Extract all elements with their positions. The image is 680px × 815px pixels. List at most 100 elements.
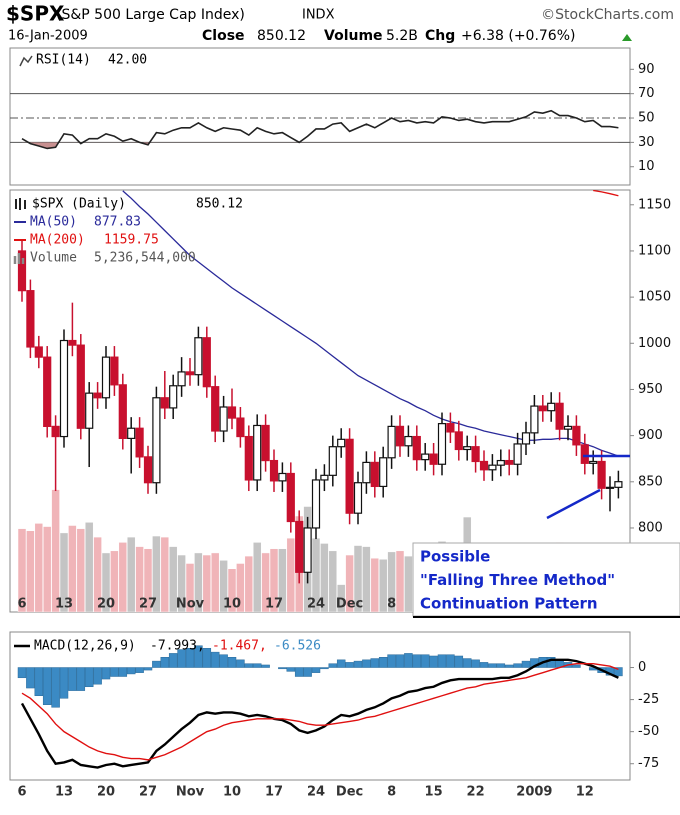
volume-bar: [17, 528, 27, 612]
candle-body: [345, 438, 354, 514]
candle-body: [421, 453, 430, 461]
candle-body: [471, 446, 480, 463]
y-tick-label: 90: [638, 62, 655, 77]
volume-bar: [404, 555, 413, 612]
x-tick-label: 6: [17, 785, 26, 800]
candle-body: [488, 464, 497, 471]
candle-body: [295, 520, 304, 573]
candle-body: [17, 250, 27, 292]
histogram-bar: [336, 659, 346, 668]
histogram-bar: [320, 667, 329, 670]
candle-body: [320, 474, 329, 481]
candle-body: [143, 456, 153, 484]
histogram-bar: [471, 659, 480, 668]
x-tick-label: 2009: [516, 785, 552, 800]
histogram-bar: [143, 667, 153, 671]
histogram-bar: [252, 663, 262, 668]
histogram-bar: [303, 667, 312, 677]
volume-bar: [395, 550, 405, 612]
x-tick-label: 8: [387, 785, 396, 800]
volume-bar: [84, 522, 94, 612]
candle-body: [572, 425, 581, 446]
x-tick-label: 6: [17, 597, 26, 612]
y-tick-label: -25: [638, 692, 659, 707]
candle-body: [152, 397, 161, 484]
histogram-bar: [429, 655, 438, 668]
candle-body: [135, 427, 144, 458]
volume-bar: [328, 550, 338, 612]
histogram-bar: [185, 648, 195, 668]
legend-value: 1159.75: [104, 233, 159, 248]
candle-body: [227, 406, 237, 419]
legend-icon: [13, 253, 25, 264]
candle-body: [219, 406, 228, 432]
histogram-bar: [437, 654, 447, 668]
index-name: (S&P 500 Large Cap Index): [56, 7, 245, 23]
chg-label: Chg: [425, 28, 455, 44]
legend: MACD(12,26,9): [34, 639, 136, 654]
legend-value: -1.467,: [212, 639, 267, 654]
x-tick-label: Nov: [176, 597, 205, 612]
volume-bar: [194, 552, 203, 612]
histogram-bar: [236, 659, 245, 668]
y-tick-label: 900: [638, 428, 663, 443]
volume-bar: [26, 530, 35, 612]
histogram-bar: [278, 667, 287, 670]
candle-body: [479, 460, 489, 471]
histogram-bar: [51, 667, 60, 708]
volume-bar: [387, 551, 396, 612]
candle-body: [370, 461, 379, 488]
candle-body: [34, 346, 43, 358]
legend-title: $SPX (Daily): [32, 197, 126, 212]
x-tick-label: 27: [139, 785, 157, 800]
histogram-bar: [110, 667, 119, 677]
y-tick-label: 1100: [638, 243, 671, 258]
candle-body: [437, 423, 447, 465]
volume-bar: [252, 542, 262, 612]
histogram-bar: [286, 667, 296, 672]
histogram-bar: [261, 664, 270, 668]
symbol: $SPX: [6, 2, 65, 26]
line: [20, 658, 619, 769]
volume-bar: [278, 548, 287, 612]
candle-body: [328, 446, 337, 476]
candle-body: [236, 417, 245, 438]
volume-bar: [286, 537, 296, 612]
annotation-text: Continuation Pattern: [420, 595, 598, 613]
rsi-group: [21, 109, 619, 150]
histogram-bar: [68, 667, 77, 691]
candle-body: [68, 339, 77, 346]
volume-label: Volume: [324, 28, 383, 44]
legend: RSI(14): [36, 53, 91, 68]
volume-bar: [370, 557, 380, 612]
histogram-bar: [244, 663, 254, 668]
histogram-bar: [194, 645, 203, 668]
candle-body: [446, 423, 455, 433]
trend-line: [546, 488, 601, 520]
line: [21, 109, 619, 150]
histogram-bar: [152, 660, 161, 668]
candle-body: [589, 460, 598, 464]
candle-body: [337, 438, 346, 448]
histogram-bar: [210, 651, 220, 668]
volume-bar: [269, 548, 279, 612]
candle-body: [387, 425, 396, 459]
candle-body: [194, 337, 203, 376]
candle-body: [110, 356, 119, 386]
histogram-bar: [488, 663, 497, 668]
candle-body: [177, 371, 186, 387]
x-tick-label: 17: [265, 785, 283, 800]
histogram-bar: [227, 657, 237, 668]
volume-bar: [210, 552, 220, 612]
volume-bar: [177, 554, 186, 612]
candle-body: [362, 461, 371, 484]
candle-body: [395, 425, 405, 447]
candle-body: [513, 443, 522, 465]
line: [122, 190, 619, 457]
candle-body: [169, 385, 178, 409]
volume-bar: [227, 568, 237, 612]
credit: ©StockCharts.com: [541, 7, 674, 23]
x-tick-label: 8: [387, 597, 396, 612]
up-arrow: [622, 34, 632, 41]
